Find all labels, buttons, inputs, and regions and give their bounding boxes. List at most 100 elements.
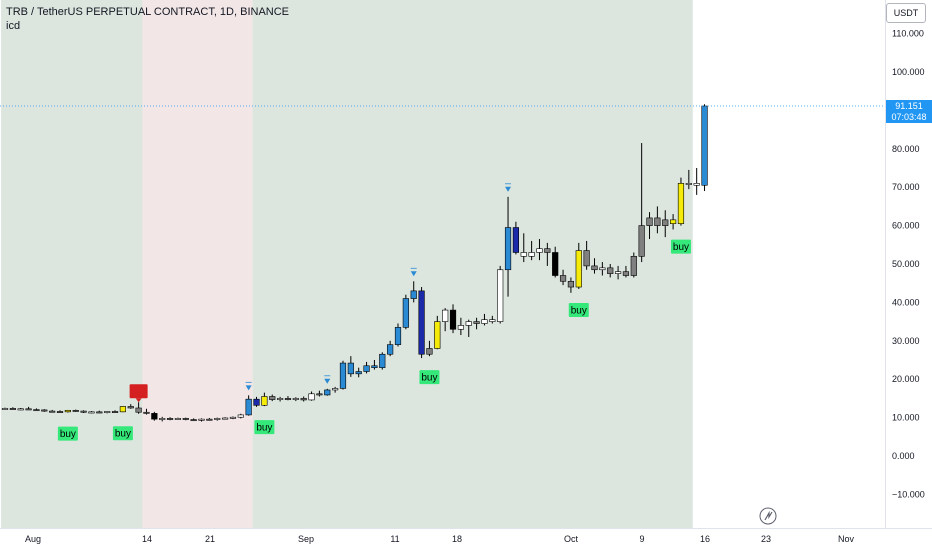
- candle-body: [410, 290, 417, 299]
- buy-signal-box: [419, 370, 440, 385]
- background-regions: [1, 0, 693, 528]
- candle: [363, 361, 370, 374]
- candle: [489, 315, 496, 324]
- candle: [630, 252, 637, 278]
- down-triangle-icon: [505, 186, 512, 192]
- bar-countdown: 07:03:48: [891, 111, 927, 122]
- background-region-green: [1, 0, 143, 528]
- candle: [166, 417, 174, 421]
- candle-body: [607, 267, 614, 274]
- candle: [261, 392, 268, 407]
- candle-body: [654, 217, 661, 226]
- candle-body: [489, 319, 496, 322]
- candle-body: [363, 365, 370, 372]
- candle-body: [552, 252, 559, 276]
- candle: [497, 265, 504, 324]
- candle: [622, 265, 630, 278]
- y-tick-label: 0.000: [892, 451, 915, 461]
- candle-body: [473, 321, 480, 324]
- candle: [324, 388, 331, 396]
- candle-body: [221, 417, 229, 420]
- buy-signal-box: [568, 302, 589, 317]
- chart-title: TRB / TetherUS PERPETUAL CONTRACT, 1D, B…: [6, 6, 290, 18]
- tradingview-logo-icon[interactable]: [759, 507, 777, 525]
- candle: [504, 196, 512, 297]
- y-tick-label: −10.000: [892, 489, 925, 499]
- candle: [339, 360, 347, 390]
- candle: [221, 417, 229, 420]
- candle: [347, 356, 354, 377]
- candle: [143, 408, 150, 415]
- candle: [41, 409, 48, 412]
- candle-body: [253, 398, 260, 406]
- candle-body: [135, 407, 142, 413]
- buy-signal-label: buy: [673, 242, 689, 253]
- candle-body: [387, 344, 394, 355]
- candle: [473, 317, 480, 330]
- x-tick-label: 9: [639, 534, 644, 544]
- candle-body: [379, 353, 386, 368]
- x-tick-label: 14: [142, 534, 152, 544]
- candle: [56, 410, 64, 413]
- candle-body: [284, 398, 292, 400]
- buy-signal-box: [112, 426, 133, 441]
- x-tick-label: 16: [700, 534, 710, 544]
- y-tick-label: 110.000: [892, 29, 924, 39]
- buy-signal: buy: [568, 302, 589, 317]
- candle: [559, 269, 567, 286]
- candle-body: [567, 280, 575, 288]
- sell-signal-pointer: [135, 398, 142, 403]
- candle: [481, 313, 488, 326]
- candle: [182, 417, 189, 421]
- candle-body: [41, 409, 48, 412]
- candle: [465, 319, 472, 337]
- candle-body: [80, 410, 87, 413]
- candle: [159, 416, 166, 422]
- candle: [276, 396, 284, 402]
- candle: [528, 240, 535, 261]
- candle: [544, 242, 551, 266]
- candle-body: [261, 396, 268, 406]
- candle: [591, 258, 598, 274]
- candle-body: [269, 396, 276, 400]
- candle-body: [685, 183, 692, 185]
- candle: [693, 168, 700, 195]
- candle-body: [591, 265, 598, 271]
- candle-body: [229, 416, 237, 419]
- candle: [9, 407, 16, 410]
- candle: [88, 411, 95, 414]
- candle-body: [520, 252, 527, 257]
- sell-signal-box: [129, 384, 148, 399]
- candles: [1, 104, 708, 422]
- candle-body: [17, 408, 24, 411]
- candle: [669, 214, 677, 230]
- signal-markers: buy buy buy buy buy buy: [57, 183, 691, 441]
- candle: [442, 308, 449, 332]
- candle: [638, 143, 645, 263]
- candle-body: [418, 290, 425, 355]
- candle-body: [442, 309, 449, 322]
- candle-body: [677, 183, 685, 224]
- candle-body: [308, 393, 315, 401]
- candle: [49, 409, 56, 413]
- candle-body: [33, 409, 40, 412]
- candle: [214, 417, 221, 421]
- x-axis[interactable]: Aug 14 21 Sep 11 18 Oct 9 16 23 Nov: [0, 528, 932, 545]
- candle-body: [662, 219, 669, 226]
- candle-body: [49, 410, 56, 413]
- currency-unit-button[interactable]: USDT: [886, 3, 926, 23]
- candle-body: [371, 365, 378, 368]
- candle: [536, 239, 543, 261]
- candle-body: [457, 325, 464, 330]
- y-axis[interactable]: 110.000 100.000 80.000 70.000 60.000 50.000 40…: [885, 0, 925, 528]
- background-region-red: [142, 0, 253, 528]
- candle-body: [64, 410, 71, 413]
- candle-body: [575, 250, 582, 288]
- candle: [151, 411, 158, 421]
- candle-body: [276, 398, 284, 400]
- candle-body: [347, 362, 354, 375]
- candle: [96, 410, 103, 414]
- buy-signal-label: buy: [256, 423, 272, 434]
- candle-body: [693, 183, 700, 186]
